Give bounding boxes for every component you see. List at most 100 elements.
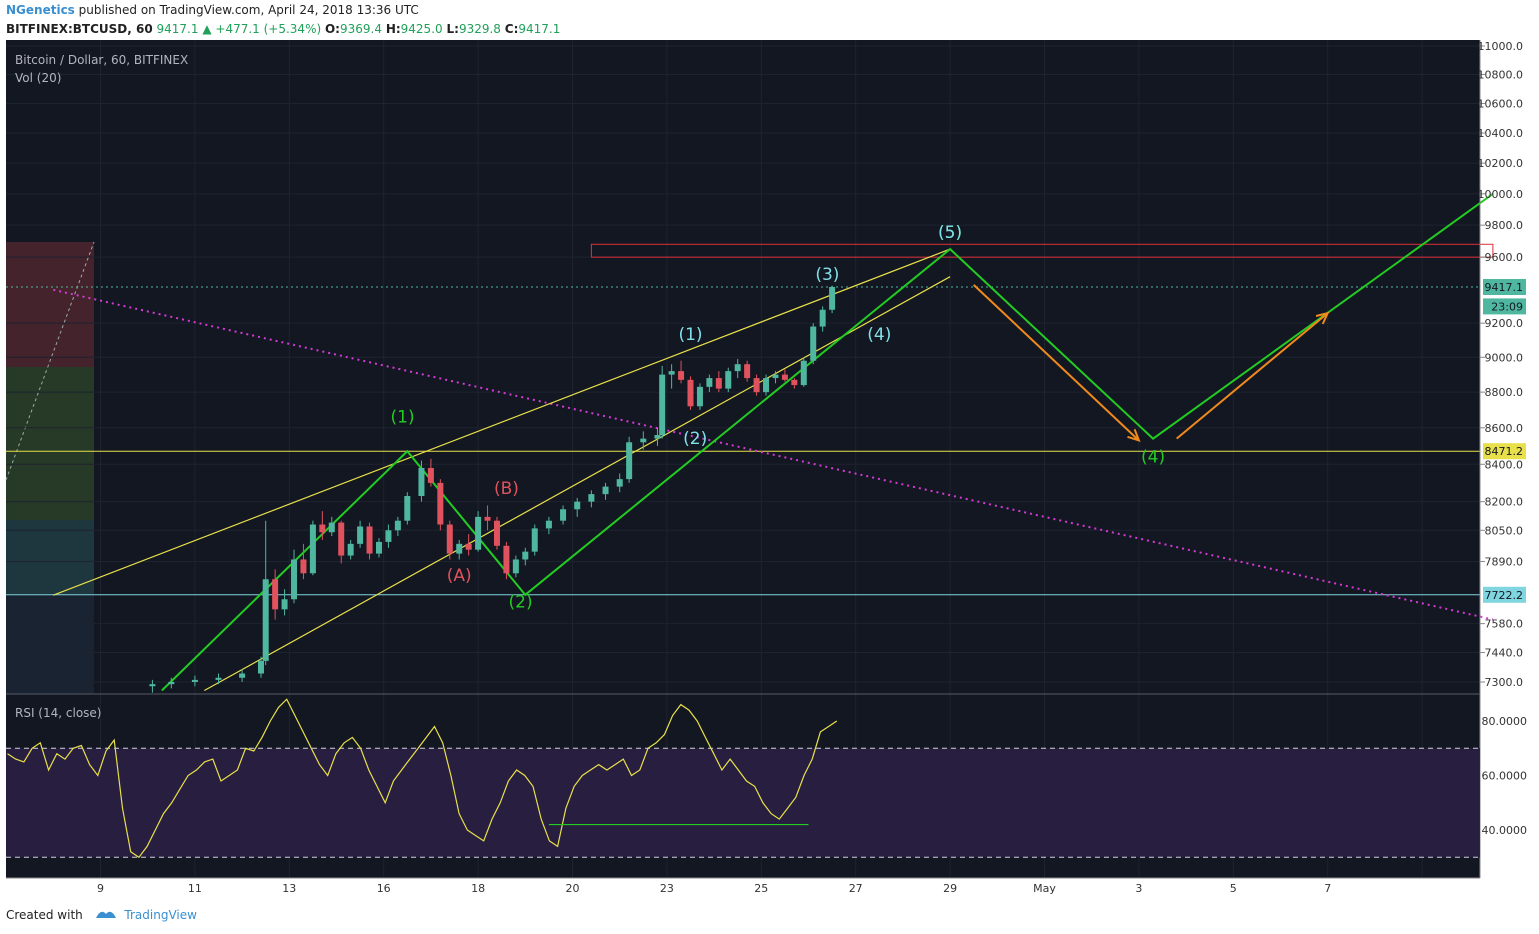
candle-body	[753, 378, 760, 393]
candle-body	[734, 364, 741, 372]
wave-label: (2)	[683, 429, 707, 449]
last-price: 9417.1	[156, 22, 199, 36]
candles	[149, 285, 836, 693]
footer: Created with TradingView	[6, 908, 197, 923]
candle-body	[437, 482, 444, 525]
candle-body	[503, 545, 510, 574]
candle-body	[404, 496, 411, 521]
candle-body	[446, 524, 453, 554]
candle-body	[588, 494, 595, 502]
candle-body	[687, 379, 694, 407]
wave-label: (B)	[494, 479, 519, 499]
rsi-tick-label: 60.0000	[1482, 770, 1528, 783]
price-label-box	[1483, 298, 1526, 315]
wave-label: (4)	[1141, 447, 1165, 467]
candle-body	[763, 378, 770, 393]
candle-body	[484, 516, 491, 521]
price-tick-label: 7300.0	[1485, 676, 1524, 689]
drawings	[6, 193, 1494, 692]
date-tick-label: May	[1033, 882, 1056, 895]
candle-body	[149, 684, 156, 687]
author-link[interactable]: NGenetics	[6, 3, 75, 17]
candle-body	[640, 438, 647, 443]
candle-body	[654, 435, 661, 439]
date-axis: 9 11 13 16 18 20 23 25 27 29 May 3 5 7	[6, 877, 1480, 895]
open-value: 9369.4	[339, 22, 382, 36]
candle-body	[810, 326, 817, 361]
candle-body	[659, 374, 666, 436]
candle-body	[328, 522, 335, 533]
tradingview-link[interactable]: TradingView	[124, 908, 197, 922]
high-value: 9425.0	[400, 22, 443, 36]
rsi-pane: 80.0000 60.0000 40.0000	[6, 698, 1528, 859]
price-tick-label: 7580.0	[1485, 618, 1524, 631]
date-tick-label: 20	[566, 882, 580, 895]
candle-body	[696, 386, 703, 407]
low-value: 9329.8	[458, 22, 501, 36]
candle-body	[791, 379, 798, 386]
arrow-head	[1315, 311, 1330, 325]
price-tick-label: 10600.0	[1478, 97, 1524, 110]
date-tick-label: 25	[754, 882, 768, 895]
rsi-tick-label: 40.0000	[1482, 824, 1528, 837]
price-tick-label: 8050.0	[1485, 524, 1524, 537]
candle-body	[418, 467, 425, 497]
candle-body	[829, 286, 836, 310]
symbol-label: BITFINEX:BTCUSD, 60	[6, 22, 153, 36]
price-tick-label: 10800.0	[1478, 68, 1524, 81]
candle-body	[800, 360, 807, 386]
candle-body	[475, 516, 482, 550]
rsi-pane-label: RSI (14, close)	[15, 706, 101, 720]
wave-label: (4)	[867, 325, 891, 345]
wave-label: (1)	[678, 325, 702, 345]
date-tick-label: 7	[1324, 882, 1331, 895]
projection-arrow	[1176, 312, 1329, 440]
price-axis: 11000.0 10800.0 10600.0 10400.0 10200.0 10000…	[1478, 40, 1526, 878]
candle-body	[715, 378, 722, 389]
candle-body	[725, 371, 732, 389]
arrow-head	[1127, 428, 1141, 443]
change-arrow-icon: ▲	[202, 22, 212, 36]
price-tick-label: 7440.0	[1485, 647, 1524, 660]
price-tick-label: 9800.0	[1485, 219, 1524, 232]
candle-body	[772, 374, 779, 379]
wave-label: (A)	[447, 566, 472, 586]
candle-body	[626, 442, 633, 480]
chart-canvas[interactable]: (1)(2)(A)(B)(1)(2)(3)(4)(5)(5)(4) 11000.…	[0, 40, 1539, 898]
projection-arrow	[973, 284, 1140, 442]
date-tick-label: 29	[943, 882, 957, 895]
fib-zone-red	[6, 242, 94, 367]
price-label-text: 23:09	[1491, 300, 1523, 313]
chart-background	[6, 40, 1480, 878]
published-text: published on TradingView.com, April 24, …	[78, 3, 419, 17]
price-tick-label: 8400.0	[1485, 458, 1524, 471]
candle-body	[616, 479, 623, 487]
elliott-wave-path	[161, 193, 1494, 692]
fib-zone	[5, 241, 95, 694]
wave-label: (5)	[938, 223, 962, 243]
open-label: O:	[324, 22, 340, 36]
candle-body	[272, 579, 279, 610]
fib-zone-teal	[6, 520, 94, 594]
candle-body	[512, 559, 519, 574]
candle-body	[493, 520, 500, 546]
close-value: 9417.1	[518, 22, 561, 36]
candle-body	[531, 528, 538, 552]
wave-label: (3)	[815, 265, 839, 285]
price-label-box	[1483, 586, 1526, 603]
date-tick-label: 27	[849, 882, 863, 895]
candle-body	[338, 522, 345, 556]
ohlc-line: BITFINEX:BTCUSD, 60 9417.1 ▲ +477.1 (+5.…	[6, 22, 560, 36]
candle-body	[239, 673, 246, 678]
candle-body	[262, 579, 269, 661]
candle-body	[781, 374, 788, 380]
price-tick-label: 8600.0	[1485, 422, 1524, 435]
fib-diagonal	[5, 241, 95, 481]
candle-body	[706, 378, 713, 387]
candle-body	[602, 486, 609, 495]
date-tick-label: 18	[471, 882, 485, 895]
candle-body	[744, 364, 751, 379]
candle-body	[678, 371, 685, 380]
wave-label: (5)	[938, 223, 962, 243]
price-tick-label: 7890.0	[1485, 555, 1524, 568]
